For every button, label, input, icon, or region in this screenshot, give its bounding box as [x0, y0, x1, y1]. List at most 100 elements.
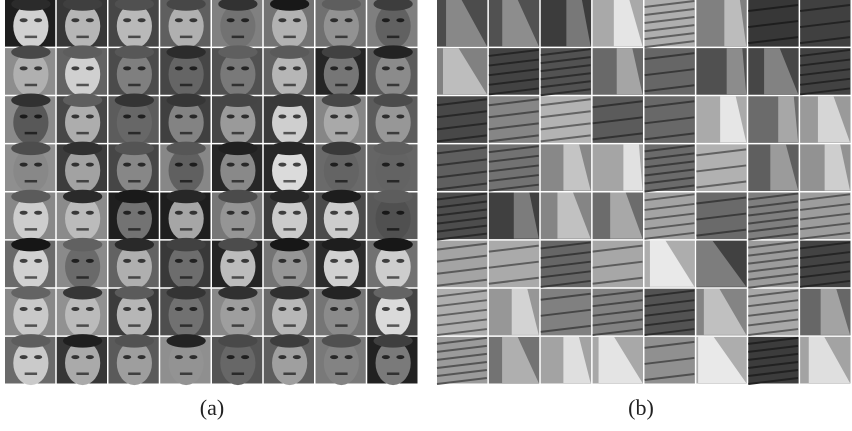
stripe — [540, 48, 591, 57]
stripe — [748, 280, 799, 289]
hair — [373, 189, 413, 204]
stripe — [748, 216, 799, 225]
patch-tile — [696, 288, 747, 336]
eye — [330, 18, 339, 23]
eye — [330, 258, 339, 263]
mouth — [386, 35, 400, 39]
face — [116, 244, 152, 289]
eye — [278, 355, 287, 360]
patch-tile — [800, 336, 851, 384]
mouth — [76, 83, 89, 87]
stripe — [436, 254, 487, 263]
eye — [85, 114, 94, 119]
patch-tile — [540, 240, 592, 288]
stripe — [540, 279, 591, 288]
patch-tile — [592, 240, 643, 288]
eye — [189, 114, 198, 119]
eye — [292, 258, 301, 263]
patch-tile — [540, 336, 592, 384]
stripe — [644, 168, 695, 177]
face — [272, 244, 308, 289]
edge-shape — [563, 144, 591, 191]
eye — [330, 66, 339, 71]
eye — [137, 162, 146, 167]
stripe — [436, 110, 487, 119]
mouth — [128, 35, 141, 39]
patch-tile — [748, 192, 799, 241]
mouth — [386, 83, 400, 87]
hair — [373, 286, 413, 300]
mouth — [231, 228, 245, 231]
hair — [11, 286, 51, 300]
face-tile — [263, 0, 314, 49]
stripe — [644, 52, 695, 61]
eye — [396, 210, 405, 215]
eye — [174, 114, 183, 119]
eye — [174, 355, 183, 360]
stripe — [644, 328, 695, 337]
hair — [373, 237, 413, 252]
edge-shape — [724, 0, 747, 47]
face-tile — [5, 286, 56, 337]
mouth — [386, 324, 400, 327]
patch-tile — [696, 144, 747, 191]
mouth — [128, 131, 141, 135]
eye — [344, 210, 353, 215]
face — [220, 3, 256, 49]
eye — [174, 306, 183, 311]
face — [272, 196, 308, 241]
hair — [321, 141, 362, 156]
stripe — [644, 24, 695, 33]
stripe — [488, 48, 539, 57]
eye — [85, 18, 94, 23]
stripe — [644, 160, 695, 169]
eye — [344, 306, 353, 311]
patch-tile — [644, 288, 695, 337]
stripe — [488, 183, 539, 192]
face — [323, 292, 359, 337]
mouth — [335, 83, 348, 87]
face — [65, 196, 101, 241]
eye — [34, 355, 43, 360]
mouth — [179, 131, 193, 135]
stripe — [800, 20, 851, 29]
hair — [321, 237, 362, 252]
face — [323, 3, 359, 49]
patch-tile — [540, 0, 592, 47]
hair — [321, 93, 362, 107]
edge-shape — [557, 192, 591, 239]
patch-tile — [437, 48, 488, 95]
patch-tile — [748, 288, 799, 337]
mouth — [231, 131, 245, 135]
mouth — [24, 228, 38, 231]
face-tile — [212, 237, 263, 289]
patch-tile — [436, 144, 488, 191]
edge-shape — [770, 144, 799, 191]
edge-shape — [698, 336, 747, 383]
hair — [269, 45, 310, 59]
hair — [11, 93, 51, 107]
stripe — [644, 40, 695, 49]
stripe — [592, 260, 643, 269]
hair — [166, 93, 206, 107]
eye — [241, 114, 250, 119]
patch-tile — [696, 96, 747, 143]
stripe — [540, 324, 591, 333]
patch-tile — [748, 336, 799, 385]
face — [65, 292, 101, 337]
eye — [226, 306, 235, 311]
edge-shape — [726, 48, 747, 95]
face-tile — [212, 93, 263, 145]
stripe — [540, 98, 591, 107]
eye — [19, 210, 28, 215]
mouth — [231, 35, 245, 39]
mouth — [128, 372, 141, 375]
stripe — [748, 240, 799, 249]
face-tile — [315, 237, 366, 289]
face-tile — [160, 141, 211, 193]
patch-tile — [800, 96, 851, 143]
eye — [174, 210, 183, 215]
face-tile — [263, 141, 314, 193]
hair — [114, 237, 155, 252]
hair — [62, 189, 103, 204]
